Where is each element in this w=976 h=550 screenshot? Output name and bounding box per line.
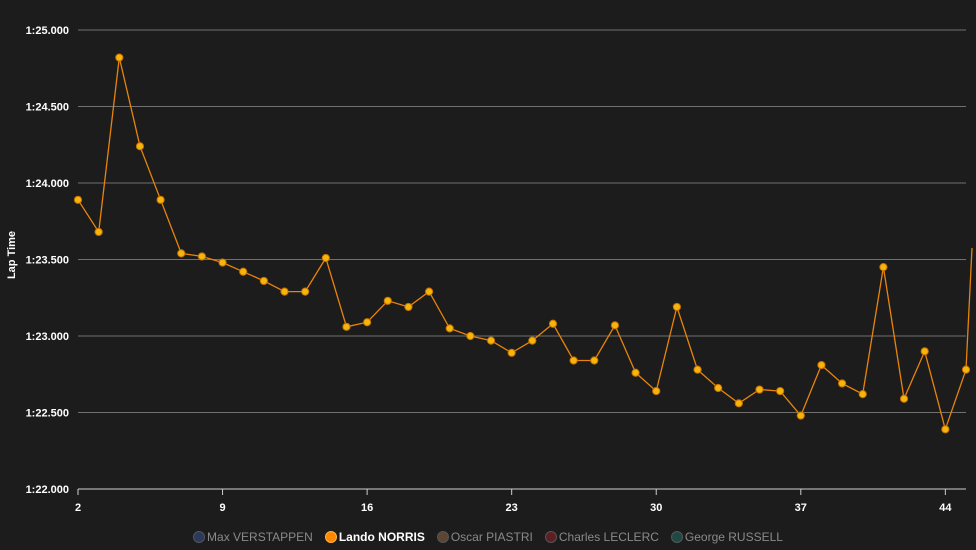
data-point[interactable] [259,276,268,286]
data-point[interactable] [672,302,681,312]
data-point[interactable] [858,390,867,399]
data-point[interactable] [837,379,847,388]
y-tick-label: 1:24.500 [26,102,69,114]
data-point[interactable] [755,385,764,394]
data-point[interactable] [342,322,351,331]
legend-item-oscar-piastri[interactable]: Oscar PIASTRI [436,530,533,544]
data-point[interactable] [404,302,413,312]
data-point[interactable] [239,267,248,276]
data-point[interactable] [383,296,392,305]
legend-marker [193,531,206,543]
data-point[interactable] [714,383,723,393]
y-tick-label: 1:23.000 [26,331,69,343]
data-point[interactable] [879,263,888,272]
x-tick-label: 16 [361,502,373,514]
data-point[interactable] [197,252,207,261]
x-tick-label: 2 [75,502,81,514]
data-point[interactable] [569,356,578,365]
data-point[interactable] [280,287,289,296]
data-point[interactable] [73,195,83,204]
y-tick-label: 1:23.500 [26,255,69,267]
data-point[interactable] [631,368,640,377]
series-line-continuation [965,247,973,370]
data-point[interactable] [94,227,103,237]
x-tick-label: 30 [650,502,662,514]
data-point[interactable] [734,399,743,408]
legend-marker [436,531,449,543]
legend-item-lando-norris[interactable]: Lando NORRIS [324,530,425,544]
chart-legend: Max VERSTAPPEN Lando NORRIS Oscar PIASTRI C… [0,527,976,547]
data-point[interactable] [776,386,785,396]
data-point[interactable] [445,324,454,333]
x-axis [77,488,966,495]
data-point[interactable] [941,425,950,434]
legend-item-max-verstappen[interactable]: Max VERSTAPPEN [193,530,313,544]
data-point[interactable] [321,253,330,263]
y-tick-label: 1:25.000 [26,25,69,37]
y-axis-labels: 1:22.000 1:22.500 1:23.000 1:23.500 1:24.000… [26,25,69,496]
data-point[interactable] [920,347,929,356]
legend-label: George RUSSELL [684,530,783,544]
data-point[interactable] [548,319,558,328]
data-point[interactable] [156,195,165,204]
y-tick-label: 1:22.000 [26,484,69,496]
data-point[interactable] [610,321,620,330]
data-point[interactable] [899,394,909,403]
legend-label: Lando NORRIS [338,530,425,544]
data-point[interactable] [590,356,599,365]
legend-label: Charles LECLERC [558,530,659,544]
data-point[interactable] [466,331,475,341]
data-point[interactable] [115,53,124,62]
x-tick-label: 37 [795,502,807,514]
y-tick-label: 1:22.500 [26,408,69,420]
data-point[interactable] [817,360,826,370]
x-tick-label: 23 [506,502,518,514]
data-point[interactable] [796,411,805,420]
data-point[interactable] [652,386,661,396]
x-axis-labels: 2 9 16 23 30 37 44 [75,502,952,514]
x-tick-label: 9 [219,502,225,514]
data-point[interactable] [424,287,434,296]
x-tick-label: 44 [939,502,952,514]
data-point[interactable] [507,348,516,357]
y-axis-title: Lap Time [6,231,18,279]
legend-marker [670,531,683,543]
legend-item-george-russell[interactable]: George RUSSELL [670,530,783,544]
legend-marker [544,531,557,543]
legend-marker [324,531,337,543]
data-point[interactable] [486,336,496,345]
data-point[interactable] [693,365,702,374]
series-line-lando-norris [77,57,967,432]
data-point[interactable] [135,142,145,151]
data-point[interactable] [301,287,310,296]
legend-label: Max VERSTAPPEN [207,530,313,544]
series-layer [73,53,973,434]
grid-lines [78,29,966,490]
data-point[interactable] [528,336,537,345]
legend-label: Oscar PIASTRI [450,530,533,544]
data-point[interactable] [177,249,186,258]
y-tick-label: 1:24.000 [26,178,69,190]
data-point[interactable] [218,258,227,267]
legend-item-charles-leclerc[interactable]: Charles LECLERC [544,530,659,544]
data-point[interactable] [363,318,372,327]
data-point[interactable] [961,365,971,374]
